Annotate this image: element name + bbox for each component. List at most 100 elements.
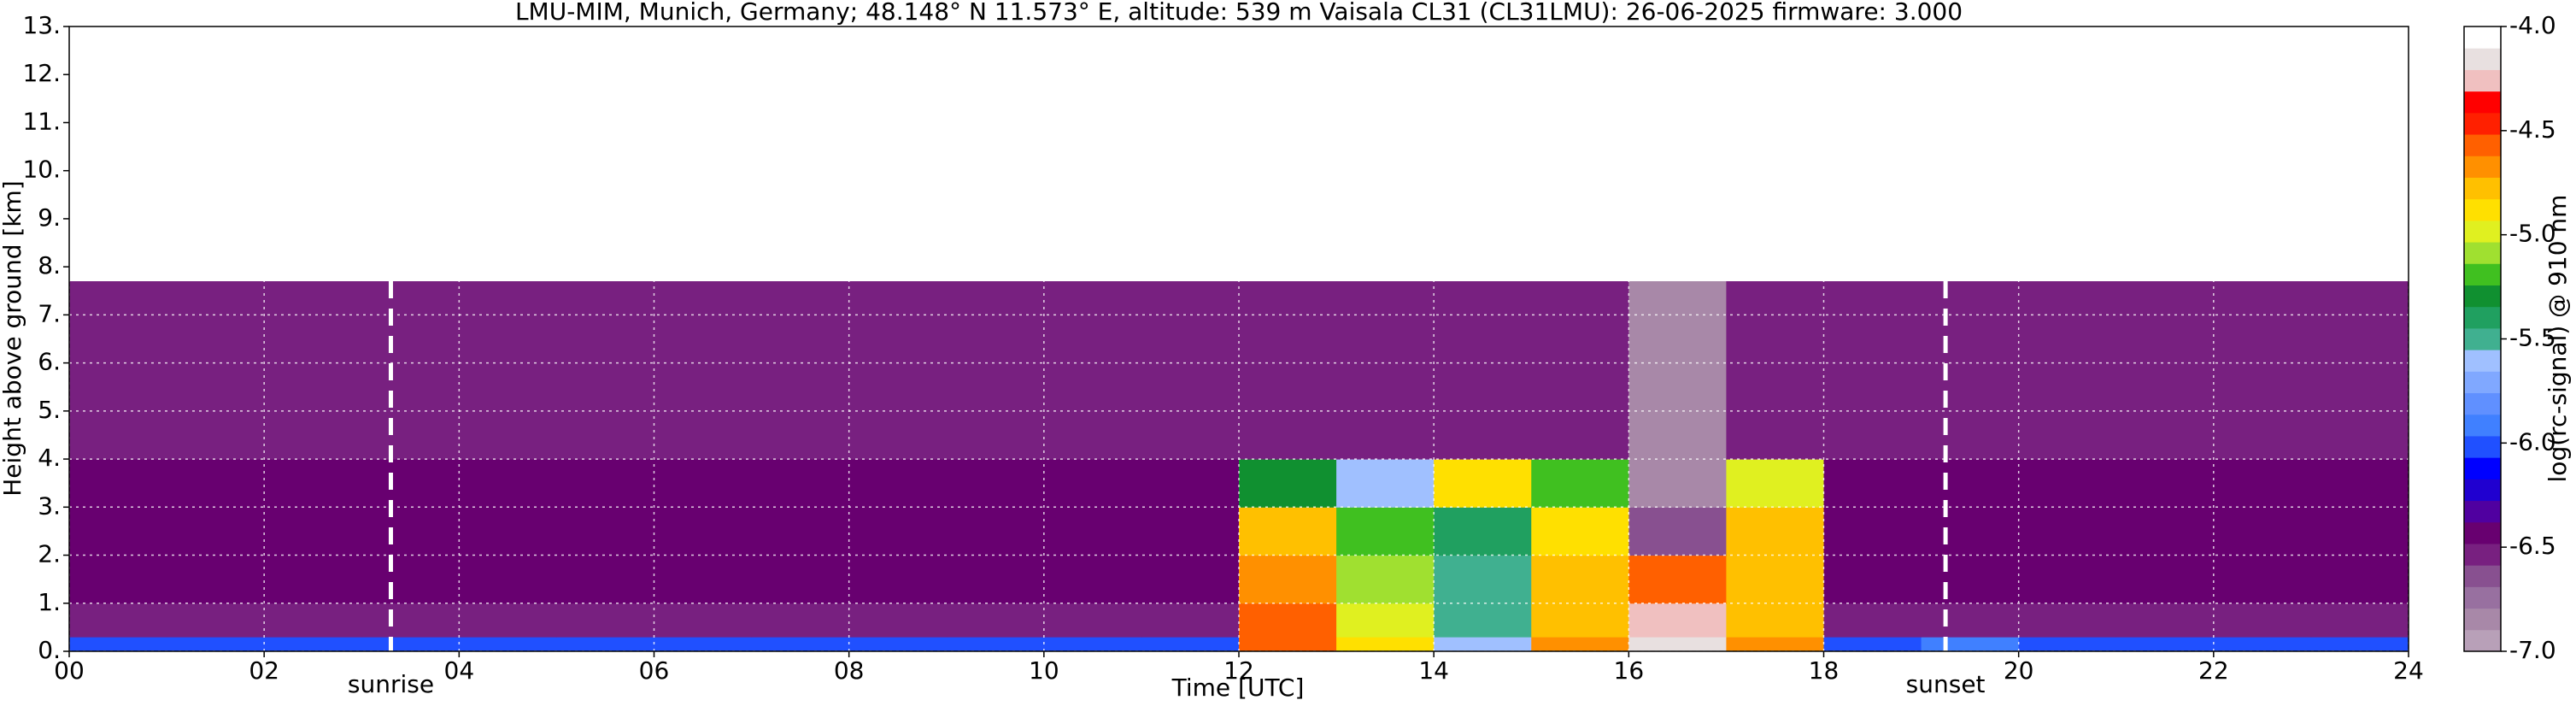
heatmap-cell — [946, 555, 1045, 604]
heatmap-cell — [2213, 281, 2312, 460]
heatmap-cell — [1434, 555, 1532, 604]
heatmap-cell — [556, 555, 654, 604]
heatmap-cell — [459, 459, 557, 508]
heatmap-cell — [2018, 603, 2117, 638]
heatmap-cell — [1726, 459, 1824, 508]
heatmap-cell — [1628, 603, 1727, 638]
heatmap-cell — [1921, 603, 2020, 638]
heatmap-cell — [1239, 555, 1337, 604]
heatmap-cell — [2310, 507, 2409, 556]
colorbar-segment — [2464, 177, 2501, 200]
colorbar-segment — [2464, 371, 2501, 394]
colorbar-segment — [2464, 263, 2501, 285]
colorbar-segment — [2464, 608, 2501, 631]
heatmap-cell — [1141, 603, 1240, 638]
heatmap-cell — [1336, 637, 1435, 652]
heatmap-cell — [654, 459, 753, 508]
heatmap-cell — [751, 555, 850, 604]
heatmap-cell — [2018, 281, 2117, 460]
x-tick-label: 06 — [639, 656, 670, 685]
heatmap-cell — [1434, 637, 1532, 652]
y-tick-label: 7. — [38, 299, 61, 327]
heatmap-cell — [1141, 459, 1240, 508]
x-tick-label: 24 — [2393, 656, 2424, 685]
chart-title: LMU-MIM, Munich, Germany; 48.148° N 11.5… — [515, 0, 1963, 26]
heatmap-cell — [556, 507, 654, 556]
heatmap-cell — [2115, 459, 2215, 508]
heatmap-cell — [1726, 637, 1824, 652]
colorbar-segment — [2464, 435, 2501, 458]
colorbar-tick-label: -4.5 — [2509, 115, 2556, 144]
heatmap-cell — [459, 507, 557, 556]
heatmap-cell — [556, 459, 654, 508]
heatmap-cell — [1726, 555, 1824, 604]
heatmap-cell — [264, 603, 362, 638]
colorbar-segment — [2464, 285, 2501, 308]
heatmap-cell — [1239, 281, 1337, 460]
colorbar-segment — [2464, 48, 2501, 70]
heatmap-cell — [167, 459, 265, 508]
heatmap-cell — [946, 507, 1045, 556]
heatmap-cell — [2018, 507, 2117, 556]
colorbar-label: log(rc-signal) @ 910 nm — [2544, 195, 2572, 483]
heatmap-cell — [167, 637, 265, 652]
heatmap-cell — [2115, 555, 2215, 604]
x-tick-label: 02 — [249, 656, 279, 685]
heatmap-cell — [1921, 507, 2020, 556]
heatmap-cell — [1823, 555, 1922, 604]
heatmap-cell — [264, 507, 362, 556]
colorbar-tick-label: -6.0 — [2509, 427, 2556, 456]
heatmap-cell — [2310, 459, 2409, 508]
heatmap-cell — [946, 603, 1045, 638]
heatmap-cell — [1336, 603, 1435, 638]
heatmap-cell — [264, 555, 362, 604]
heatmap-cell — [1043, 459, 1142, 508]
y-tick-label: 5. — [38, 396, 61, 424]
heatmap-cell — [1628, 637, 1727, 652]
heatmap-cell — [751, 459, 850, 508]
heatmap-cell — [751, 637, 850, 652]
y-tick-label: 2. — [38, 540, 61, 568]
colorbar-segment — [2464, 26, 2501, 49]
heatmap-cell — [1141, 637, 1240, 652]
colorbar-tick-label: -5.0 — [2509, 220, 2556, 248]
y-tick-label: 6. — [38, 348, 61, 376]
x-tick-label: 08 — [834, 656, 865, 685]
heatmap-cell — [2213, 637, 2312, 652]
x-tick-label: 20 — [2004, 656, 2034, 685]
y-tick-label: 10. — [22, 156, 61, 184]
heatmap-cell — [1531, 281, 1629, 460]
colorbar-tick-label: -6.5 — [2509, 532, 2556, 560]
heatmap-cell — [361, 281, 460, 460]
y-tick-label: 11. — [22, 107, 61, 135]
heatmap-cell — [264, 281, 362, 460]
heatmap-cell — [848, 281, 948, 460]
heatmap-cell — [1043, 603, 1142, 638]
heatmap-cell — [946, 281, 1045, 460]
heatmap-cell — [69, 459, 167, 508]
heatmap-cell — [2213, 555, 2312, 604]
heatmap-cell — [1726, 281, 1824, 460]
colorbar-segment — [2464, 156, 2501, 178]
x-axis-label: Time [UTC] — [1171, 674, 1305, 702]
heatmap-cell — [1434, 603, 1532, 638]
annotation-label: sunrise — [348, 670, 434, 698]
colorbar-segment — [2464, 629, 2501, 652]
heatmap-cell — [654, 637, 753, 652]
x-tick-label: 18 — [1809, 656, 1840, 685]
heatmap-cell — [361, 459, 460, 508]
heatmap-cell — [459, 555, 557, 604]
colorbar-segment — [2464, 543, 2501, 566]
heatmap-cell — [264, 459, 362, 508]
heatmap-cell — [848, 555, 948, 604]
heatmap-cell — [1628, 507, 1727, 556]
heatmap-cell — [848, 603, 948, 638]
colorbar-segment — [2464, 414, 2501, 437]
heatmap-cell — [1141, 507, 1240, 556]
heatmap-cell — [69, 637, 167, 652]
colorbar-segment — [2464, 327, 2501, 350]
heatmap-cell — [1531, 555, 1629, 604]
y-tick-label: 9. — [38, 203, 61, 232]
x-tick-label: 22 — [2198, 656, 2229, 685]
